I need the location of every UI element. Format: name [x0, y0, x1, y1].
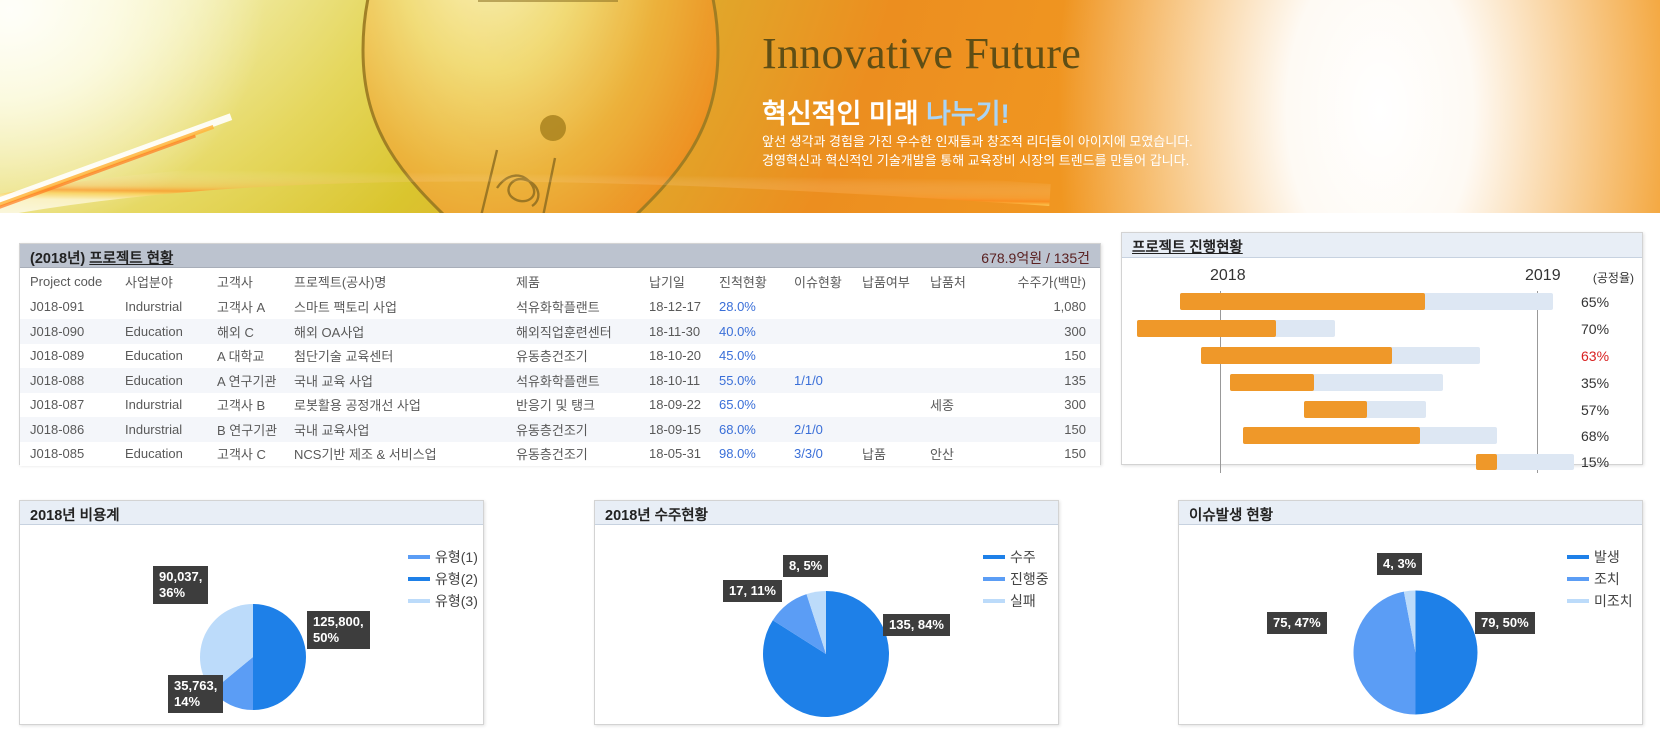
svg-text:유형(1): 유형(1)	[435, 549, 478, 565]
svg-text:유형(3): 유형(3)	[435, 593, 478, 609]
svg-text:미조치: 미조치	[1594, 593, 1633, 609]
svg-text:발생: 발생	[1594, 549, 1620, 565]
svg-text:조치: 조치	[1594, 571, 1620, 587]
svg-text:진행중: 진행중	[1010, 571, 1049, 587]
svg-text:유형(2): 유형(2)	[435, 571, 478, 587]
svg-text:수주: 수주	[1010, 549, 1036, 565]
svg-text:실패: 실패	[1010, 593, 1036, 609]
